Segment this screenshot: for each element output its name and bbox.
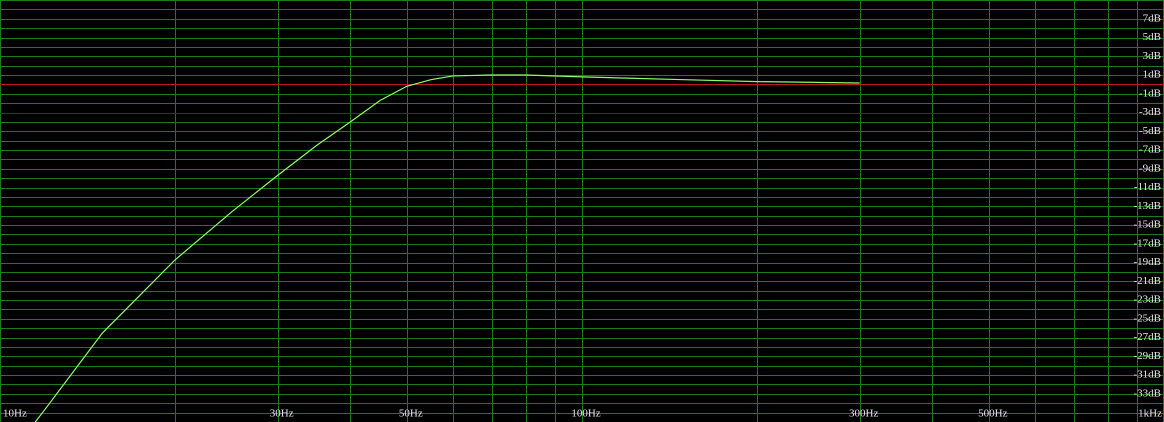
x-tick-label: 100Hz bbox=[571, 408, 600, 420]
y-tick-label: 3dB bbox=[1143, 50, 1161, 62]
y-tick-label: -17dB bbox=[1134, 237, 1162, 249]
x-tick-label: 10Hz bbox=[3, 408, 27, 420]
y-tick-label: -23dB bbox=[1134, 294, 1162, 306]
x-tick-label: 500Hz bbox=[978, 408, 1007, 420]
x-tick-label: 300Hz bbox=[849, 408, 878, 420]
y-tick-label: -1dB bbox=[1139, 87, 1161, 99]
y-tick-label: -31dB bbox=[1134, 369, 1162, 381]
y-tick-label: -3dB bbox=[1139, 106, 1161, 118]
y-tick-label: -19dB bbox=[1134, 256, 1162, 268]
y-tick-label: -7dB bbox=[1139, 144, 1161, 156]
x-tick-label: 30Hz bbox=[270, 408, 294, 420]
y-tick-label: 5dB bbox=[1143, 31, 1161, 43]
y-tick-label: -21dB bbox=[1134, 275, 1162, 287]
y-tick-label: -33dB bbox=[1134, 387, 1162, 399]
y-tick-label: -11dB bbox=[1134, 181, 1161, 193]
x-tick-label: 50Hz bbox=[399, 408, 423, 420]
y-tick-label: -5dB bbox=[1139, 125, 1161, 137]
y-tick-label: -9dB bbox=[1139, 162, 1161, 174]
y-tick-label: -25dB bbox=[1134, 312, 1162, 324]
y-tick-label: 1dB bbox=[1143, 69, 1161, 81]
y-tick-label: -13dB bbox=[1134, 200, 1162, 212]
y-tick-label: -27dB bbox=[1134, 331, 1162, 343]
y-tick-label: 7dB bbox=[1143, 12, 1161, 24]
y-tick-label: -15dB bbox=[1134, 219, 1162, 231]
x-tick-label: 1kHz bbox=[1138, 408, 1162, 420]
y-tick-label: -29dB bbox=[1134, 350, 1162, 362]
response-curve bbox=[34, 74, 860, 422]
